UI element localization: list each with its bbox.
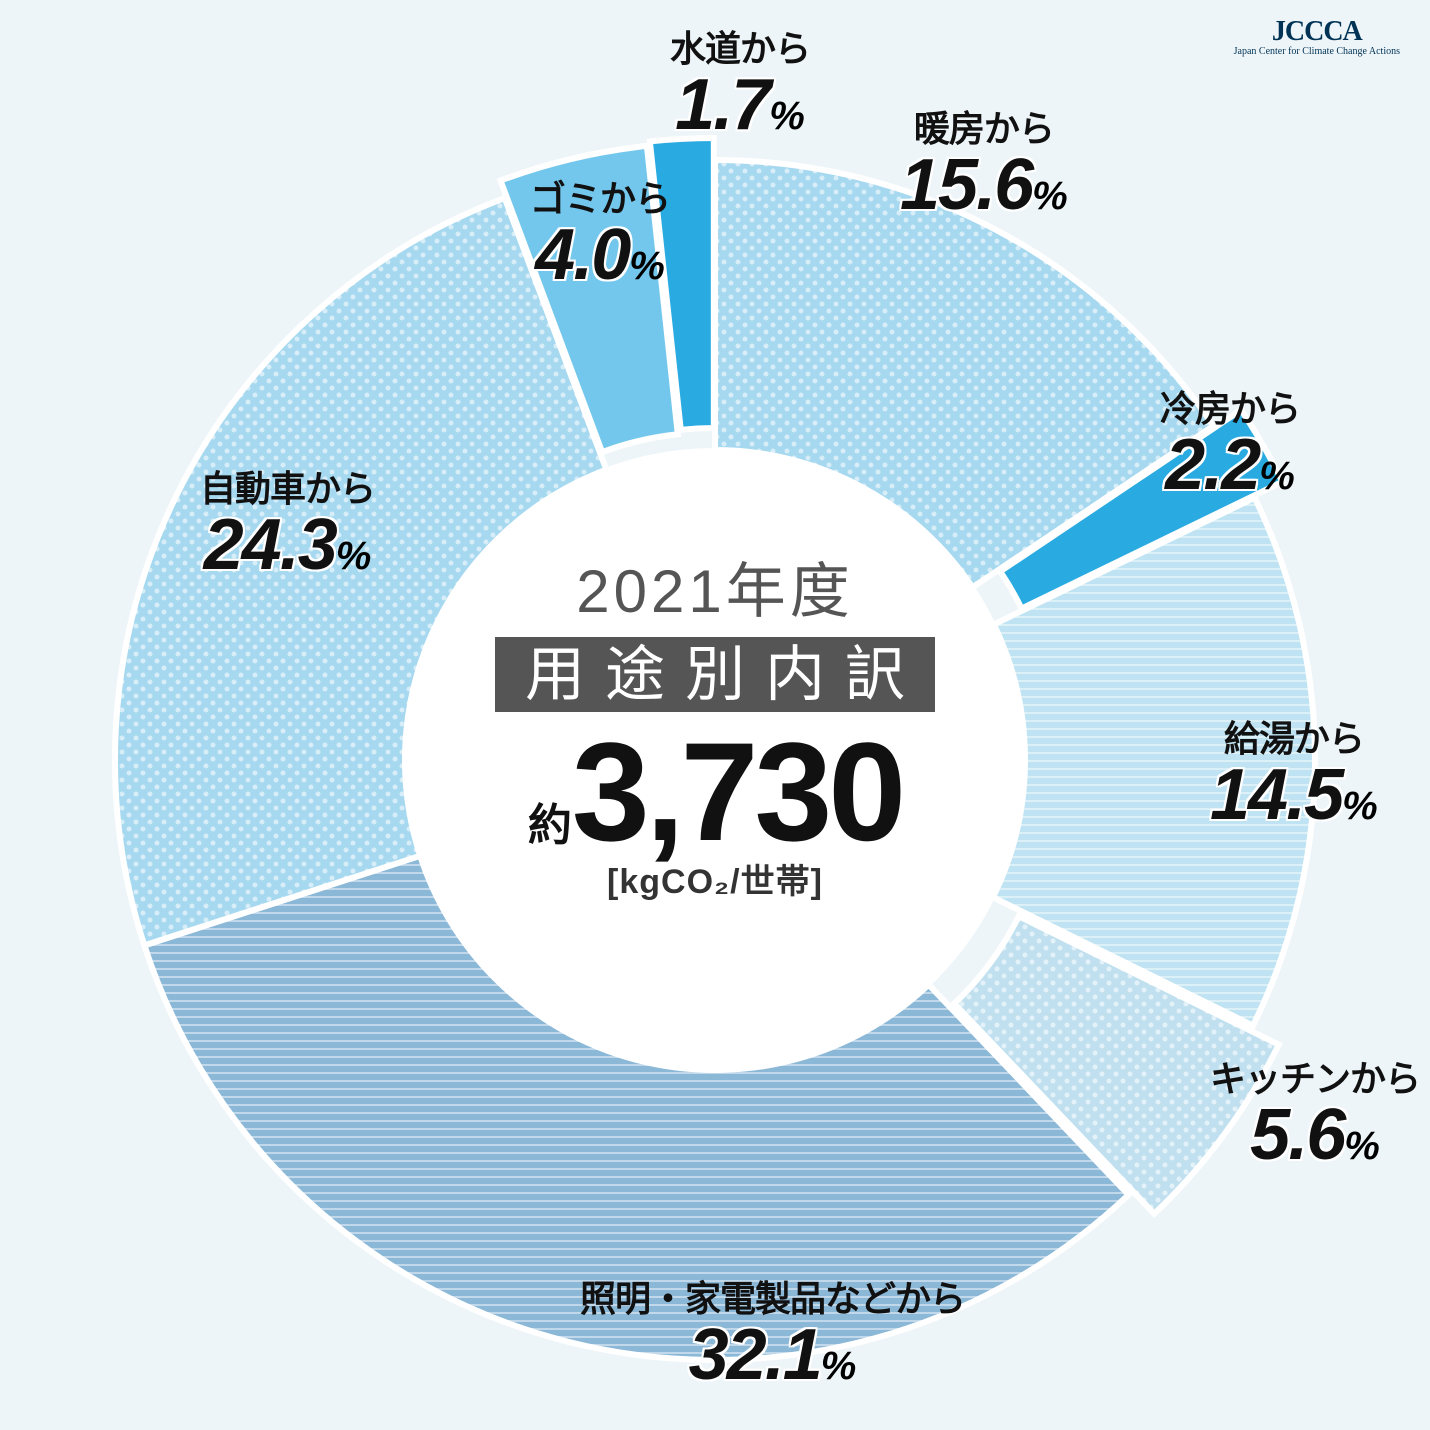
center-summary: 2021年度 用途別内訳 約 3,730 [kgCO₂/世帯] bbox=[0, 560, 1430, 901]
slice-label-title: 水道から bbox=[670, 30, 810, 68]
slice-label: ゴミから4.0% bbox=[530, 180, 670, 293]
slice-label-title: 自動車から bbox=[200, 470, 375, 508]
slice-label-value: 4.0% bbox=[530, 218, 670, 294]
center-unit: [kgCO₂/世帯] bbox=[0, 865, 1430, 901]
slice-label-title: ゴミから bbox=[530, 180, 670, 218]
logo-mark: JCCCA bbox=[1234, 18, 1400, 46]
jccca-logo: JCCCA Japan Center for Climate Change Ac… bbox=[1234, 18, 1400, 57]
slice-label: 冷房から2.2% bbox=[1160, 390, 1300, 503]
slice-label-value: 5.6% bbox=[1210, 1098, 1420, 1174]
slice-label: 暖房から15.6% bbox=[900, 110, 1068, 223]
slice-label: 照明・家電製品などから32.1% bbox=[580, 1280, 965, 1393]
slice-label-value: 15.6% bbox=[900, 148, 1068, 224]
chart-stage: JCCCA Japan Center for Climate Change Ac… bbox=[0, 0, 1430, 1430]
center-year: 2021年度 bbox=[0, 560, 1430, 623]
slice-label-title: キッチンから bbox=[1210, 1060, 1420, 1098]
slice-label-value: 32.1% bbox=[580, 1318, 965, 1394]
slice-label: 水道から1.7% bbox=[670, 30, 810, 143]
slice-label-value: 1.7% bbox=[670, 68, 810, 144]
center-band: 用途別内訳 bbox=[495, 637, 935, 712]
slice-label-title: 照明・家電製品などから bbox=[580, 1280, 965, 1318]
center-approx: 約 bbox=[528, 803, 572, 849]
slice-label: キッチンから5.6% bbox=[1210, 1060, 1420, 1173]
center-total: 3,730 bbox=[572, 718, 902, 865]
slice-label-title: 暖房から bbox=[900, 110, 1068, 148]
slice-label-title: 冷房から bbox=[1160, 390, 1300, 428]
slice-label-value: 2.2% bbox=[1160, 428, 1300, 504]
logo-subtitle: Japan Center for Climate Change Actions bbox=[1234, 46, 1400, 57]
